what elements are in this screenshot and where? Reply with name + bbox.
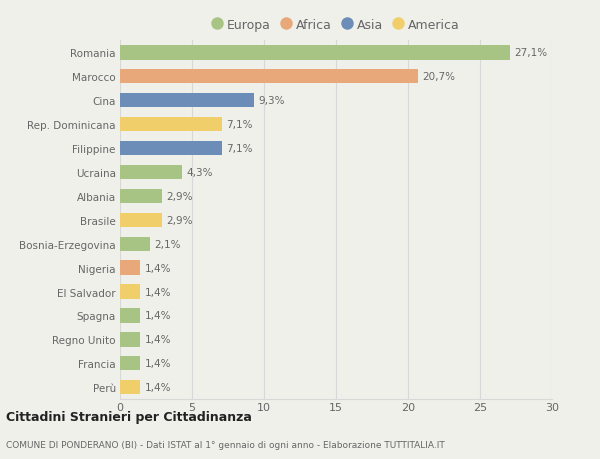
Text: 1,4%: 1,4%: [145, 311, 171, 321]
Text: 20,7%: 20,7%: [422, 72, 455, 82]
Bar: [120, 189, 162, 204]
Bar: [120, 94, 254, 108]
Text: 2,1%: 2,1%: [155, 239, 181, 249]
Bar: [120, 213, 162, 228]
Bar: [120, 356, 140, 371]
Text: 2,9%: 2,9%: [166, 215, 193, 225]
Text: 2,9%: 2,9%: [166, 191, 193, 202]
Text: 7,1%: 7,1%: [227, 144, 253, 154]
Bar: [120, 46, 510, 61]
Text: 4,3%: 4,3%: [186, 168, 213, 178]
Text: 1,4%: 1,4%: [145, 287, 171, 297]
Text: 1,4%: 1,4%: [145, 358, 171, 369]
Text: Cittadini Stranieri per Cittadinanza: Cittadini Stranieri per Cittadinanza: [6, 410, 252, 423]
Bar: [120, 70, 418, 84]
Text: COMUNE DI PONDERANO (BI) - Dati ISTAT al 1° gennaio di ogni anno - Elaborazione : COMUNE DI PONDERANO (BI) - Dati ISTAT al…: [6, 441, 445, 449]
Text: 7,1%: 7,1%: [227, 120, 253, 130]
Bar: [120, 332, 140, 347]
Bar: [120, 118, 222, 132]
Bar: [120, 141, 222, 156]
Bar: [120, 261, 140, 275]
Bar: [120, 237, 150, 252]
Text: 27,1%: 27,1%: [515, 48, 548, 58]
Bar: [120, 380, 140, 395]
Bar: [120, 285, 140, 299]
Legend: Europa, Africa, Asia, America: Europa, Africa, Asia, America: [212, 18, 460, 32]
Bar: [120, 165, 182, 180]
Text: 9,3%: 9,3%: [258, 96, 285, 106]
Text: 1,4%: 1,4%: [145, 382, 171, 392]
Text: 1,4%: 1,4%: [145, 335, 171, 345]
Text: 1,4%: 1,4%: [145, 263, 171, 273]
Bar: [120, 308, 140, 323]
